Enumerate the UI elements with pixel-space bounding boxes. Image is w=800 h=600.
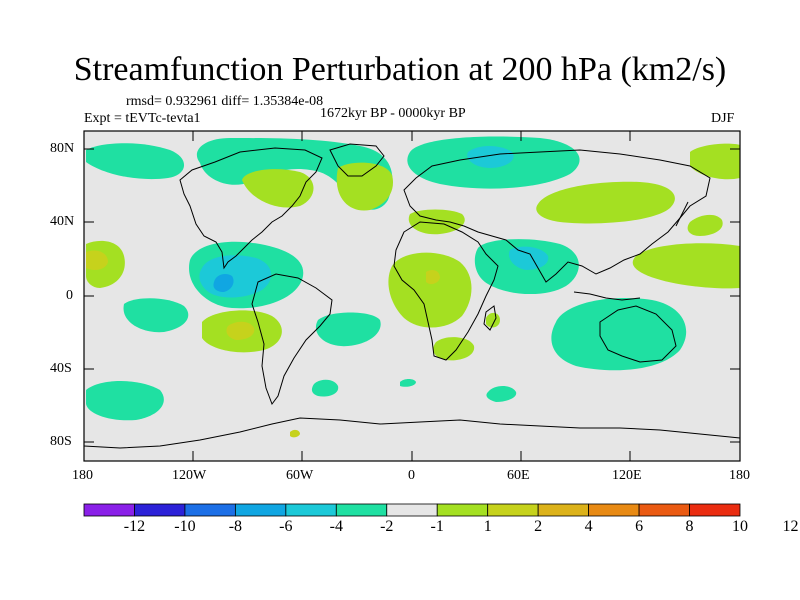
rmsd-stats-label: rmsd= 0.932961 diff= 1.35384e-08 bbox=[126, 94, 324, 109]
colorbar-label: 1 bbox=[483, 518, 492, 535]
contour-fills bbox=[86, 136, 740, 438]
coastline-antarctica bbox=[83, 417, 741, 449]
coastline-australia bbox=[599, 305, 677, 363]
lon-label-120e: 120E bbox=[612, 468, 642, 483]
colorbar-label: -12 bbox=[123, 518, 146, 535]
coastline-eurasia bbox=[403, 149, 711, 283]
contour-negative-south-atlantic bbox=[315, 312, 381, 347]
colorbar-swatch bbox=[386, 503, 438, 517]
season-label: DJF bbox=[711, 111, 735, 126]
contour-positive-antarctic-dot bbox=[290, 429, 300, 438]
colorbar bbox=[83, 503, 741, 517]
coastline-indonesia bbox=[573, 291, 641, 301]
contour-positive-north-america bbox=[242, 169, 314, 208]
colorbar-label: -10 bbox=[174, 518, 196, 535]
colorbar-swatch bbox=[234, 503, 287, 517]
lon-label-60e: 60E bbox=[507, 468, 530, 483]
contour-positive-west-pacific bbox=[632, 243, 740, 289]
contour-positive-south-africa bbox=[433, 337, 475, 361]
colorbar-label: 2 bbox=[534, 518, 543, 535]
colorbar-swatch bbox=[588, 503, 640, 517]
colorbar-label: -8 bbox=[228, 518, 243, 535]
colorbar-label: 10 bbox=[732, 518, 748, 535]
colorbar-label: -6 bbox=[279, 518, 293, 535]
coastline-south-america bbox=[251, 273, 333, 406]
map-title: Streamfunction Perturbation at 200 hPa (… bbox=[73, 51, 727, 88]
contour-positive-east-arctic bbox=[690, 143, 740, 180]
contour-positive-west-arctic bbox=[336, 162, 394, 211]
lon-tick-marks bbox=[83, 131, 741, 461]
colorbar-label: 4 bbox=[584, 518, 593, 535]
lat-label-80s: 80S bbox=[50, 434, 72, 449]
coastline-madagascar bbox=[483, 305, 497, 331]
contour-positive-africa-core bbox=[426, 270, 440, 285]
colorbar-swatch bbox=[83, 503, 135, 517]
colorbar-swatch bbox=[487, 503, 539, 517]
colorbar-swatch bbox=[638, 503, 690, 517]
coastline-north-america bbox=[179, 147, 323, 270]
colorbar-label: 8 bbox=[685, 518, 694, 535]
lat-label-40s: 40S bbox=[50, 361, 72, 376]
experiment-label: Expt = tEVTc-tevta1 bbox=[84, 111, 201, 126]
coastline-greenland bbox=[329, 143, 385, 177]
lat-tick-marks bbox=[84, 148, 740, 443]
lat-label-40n: 40N bbox=[50, 214, 75, 229]
lon-label-0: 0 bbox=[408, 468, 415, 483]
colorbar-label: -4 bbox=[329, 518, 343, 535]
colorbar-swatch bbox=[285, 503, 337, 517]
coastlines bbox=[83, 143, 741, 449]
contour-positive-nw-pacific bbox=[687, 214, 723, 236]
contour-positive-europe bbox=[408, 209, 465, 235]
contour-negative-south-atlantic-small bbox=[311, 379, 339, 397]
contour-negative-central-america-core bbox=[213, 274, 234, 292]
period-label: 1672kyr BP - 0000kyr BP bbox=[320, 106, 466, 121]
lat-label-80n: 80N bbox=[50, 141, 75, 156]
contour-negative-arabia-core bbox=[508, 246, 549, 270]
contour-negative-south-pacific-low bbox=[86, 381, 164, 421]
coastline-japan bbox=[675, 201, 689, 227]
contour-positive-africa bbox=[388, 252, 472, 328]
colorbar-swatch bbox=[134, 503, 186, 517]
contour-negative-indian-ocean bbox=[551, 298, 687, 371]
colorbar-label: 6 bbox=[635, 518, 644, 535]
colorbar-swatch bbox=[436, 503, 489, 517]
lon-label-60w: 60W bbox=[286, 468, 314, 483]
contour-positive-south-america-core bbox=[226, 321, 255, 340]
colorbar-swatch bbox=[335, 503, 388, 517]
colorbar-label: -2 bbox=[380, 518, 394, 535]
colorbar-label: 12 bbox=[782, 518, 799, 535]
contour-negative-arctic-core bbox=[467, 146, 514, 168]
contour-positive-east-pacific-core bbox=[86, 250, 108, 270]
coastline-africa bbox=[393, 221, 499, 361]
colorbar-swatch bbox=[689, 503, 741, 517]
contour-negative-southern-indian bbox=[486, 386, 517, 402]
contour-negative-south-atlantic-dot bbox=[400, 379, 416, 387]
contour-positive-madagascar bbox=[486, 312, 500, 328]
colorbar-label: -1 bbox=[430, 518, 444, 535]
contour-negative-south-pacific bbox=[123, 298, 189, 333]
lon-label-180e: 180 bbox=[729, 468, 750, 483]
colorbar-swatch bbox=[537, 503, 590, 517]
colorbar-swatch bbox=[184, 503, 236, 517]
lat-label-0: 0 bbox=[66, 288, 73, 303]
contour-negative-nw-america bbox=[196, 138, 393, 210]
contour-negative-north-pacific bbox=[86, 143, 185, 180]
lon-label-120w: 120W bbox=[172, 468, 207, 483]
lon-label-180w: 180 bbox=[72, 468, 93, 483]
contour-positive-siberia bbox=[536, 181, 675, 224]
